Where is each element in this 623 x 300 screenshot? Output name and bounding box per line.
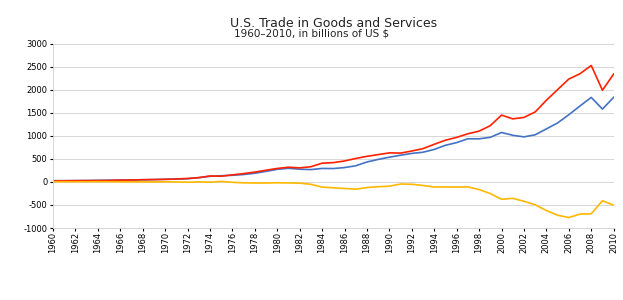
Balance [229,181,236,184]
Text: 1960–2010, in billions of US $: 1960–2010, in billions of US $ [234,28,389,38]
Balance [610,203,617,207]
Export [599,107,606,111]
Line: Export: Export [53,97,614,181]
Import [173,177,180,181]
Import [453,136,460,139]
Export [453,141,460,144]
Export [419,150,427,154]
Balance [599,199,606,202]
Balance [464,185,472,189]
Balance [430,185,438,189]
Balance [217,180,225,183]
Export [229,173,236,177]
Export [173,177,180,181]
Line: Import: Import [53,65,614,181]
Import [217,174,225,178]
Balance [173,180,180,184]
Import [599,88,606,92]
Export [49,179,57,182]
Import [49,179,57,183]
Export [217,174,225,178]
Import [610,72,617,76]
Line: Balance: Balance [53,182,614,218]
Balance [49,180,57,184]
Balance [240,181,247,184]
Balance [565,216,573,219]
Export [610,95,617,99]
Import [229,173,236,177]
Title: U.S. Trade in Goods and Services: U.S. Trade in Goods and Services [230,17,437,30]
Import [419,147,427,150]
Import [587,64,595,67]
